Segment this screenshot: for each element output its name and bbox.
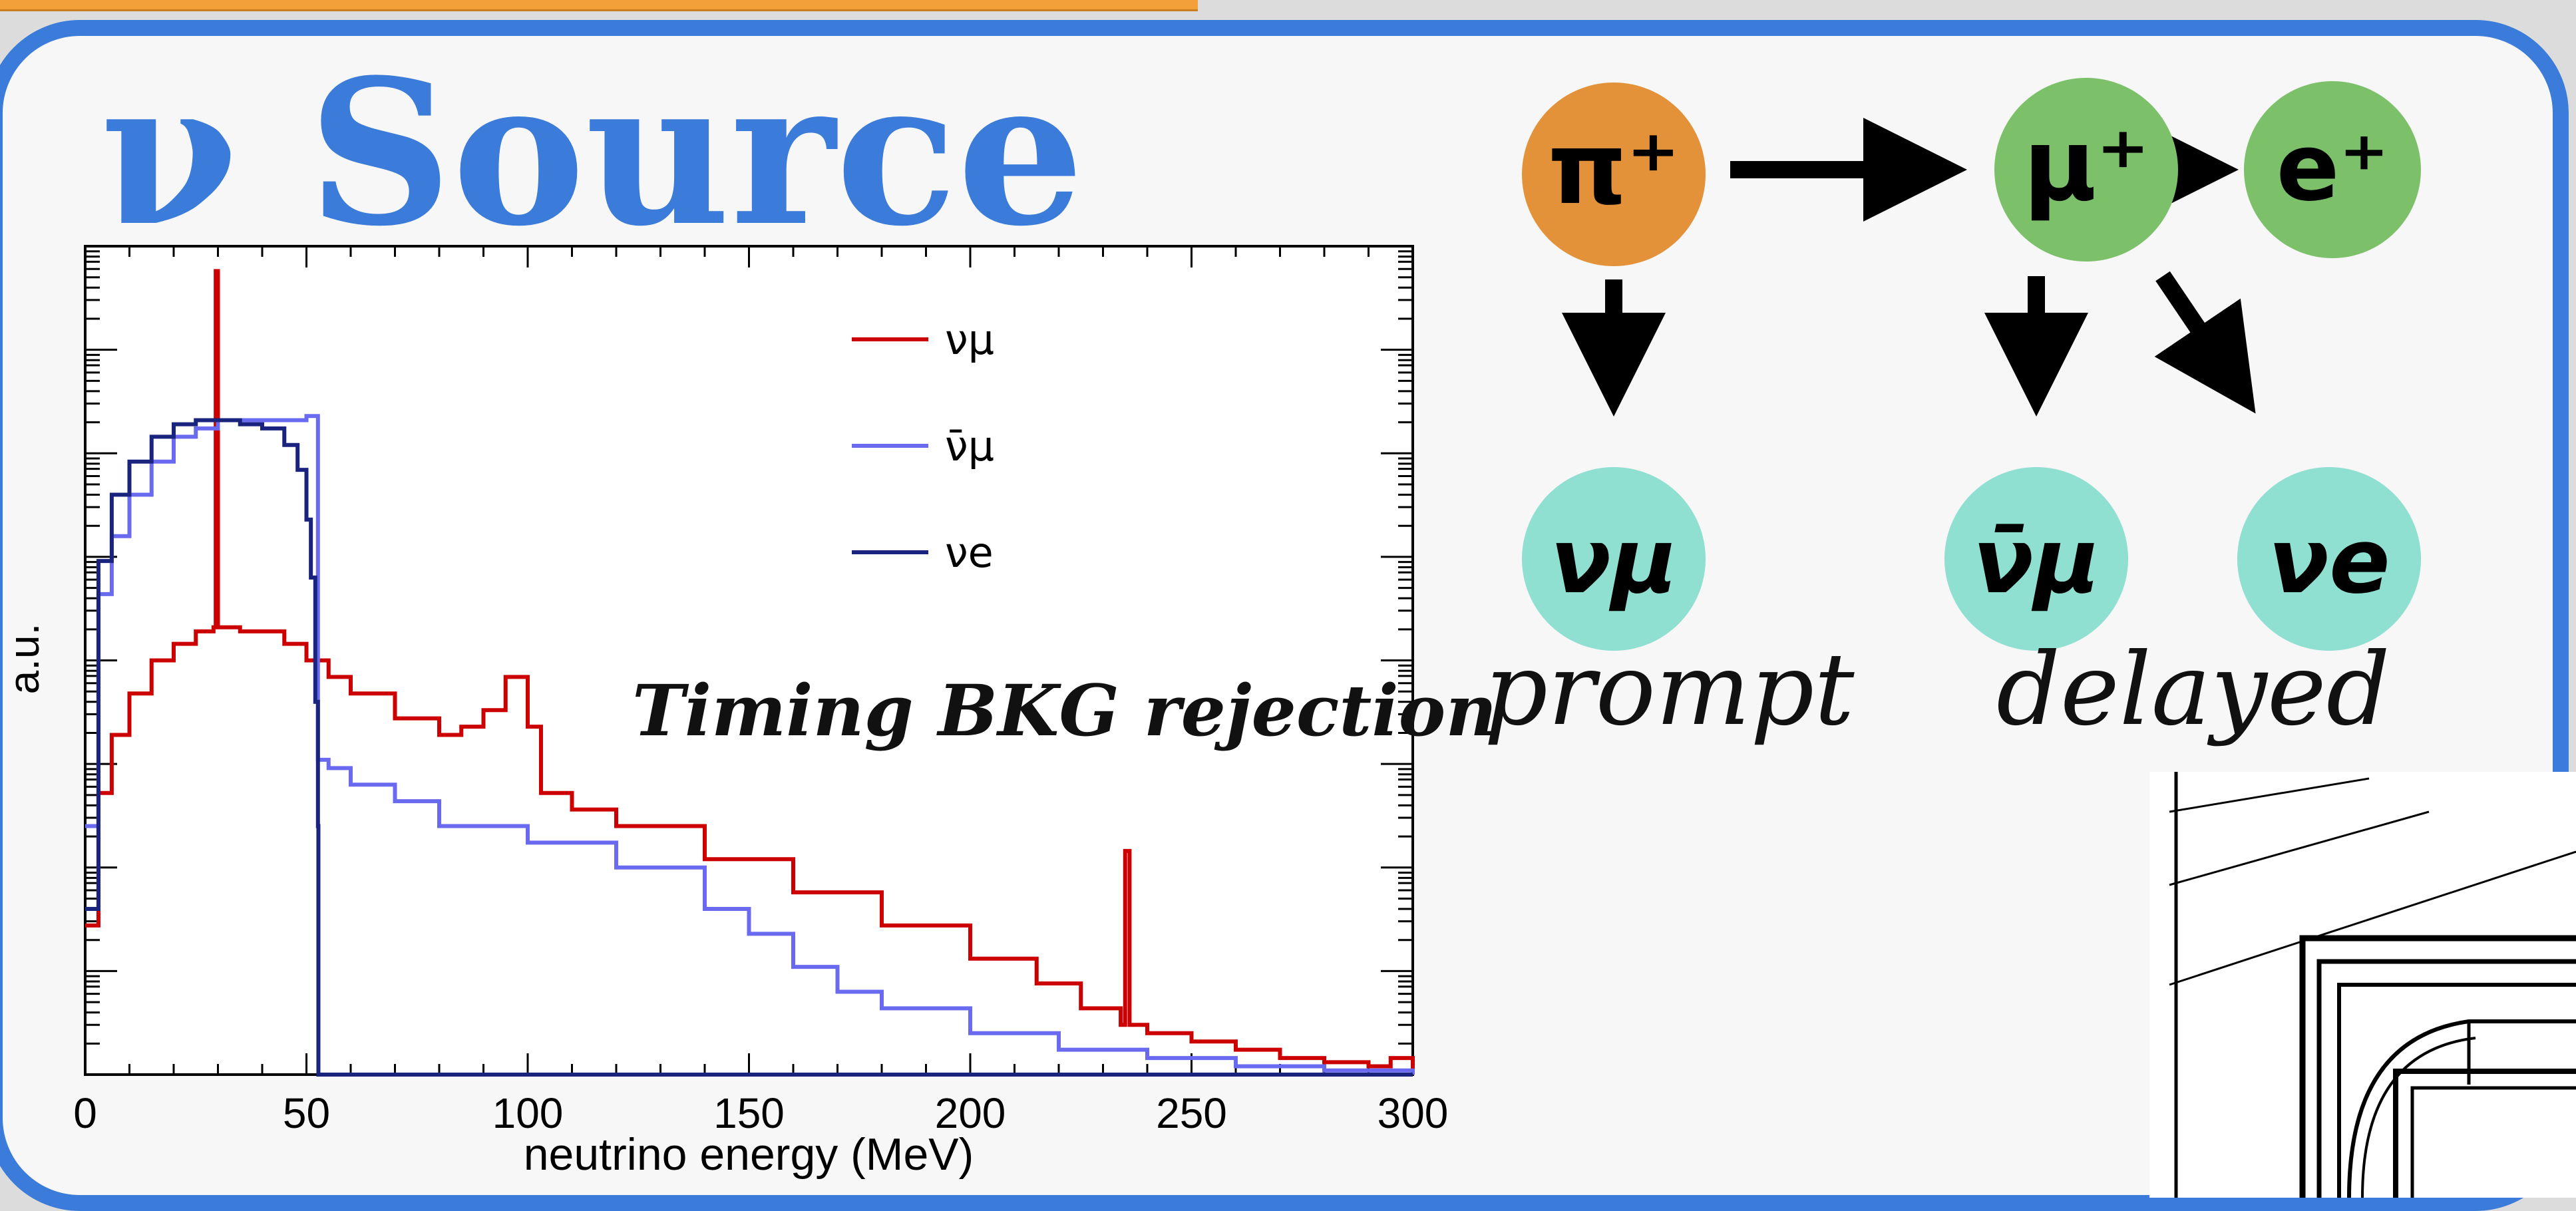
x-tick-label: 100 [492, 1089, 564, 1137]
x-tick-label: 300 [1378, 1089, 1449, 1137]
svg-text:νe: νe [2268, 509, 2390, 613]
detector-drawing [2149, 772, 2576, 1198]
x-tick-label: 250 [1156, 1089, 1227, 1137]
legend-label: νμ [945, 315, 994, 364]
detector-sketch [2149, 772, 2576, 1198]
y-ticks [85, 250, 1413, 1076]
numubar-delayed-node: ν̄μ [1944, 467, 2128, 651]
svg-text:ν̄μ: ν̄μ [1972, 509, 2100, 613]
timing-bkg-label: Timing BKG rejection [632, 669, 1497, 752]
x-ticks: 0 50 100 150 200 250 300 [73, 246, 1448, 1137]
series-line [85, 418, 1413, 1077]
prompt-label: prompt [1484, 632, 1855, 748]
svg-text:νμ: νμ [1550, 509, 1677, 613]
legend: νμ ν̄μ νe [852, 315, 994, 577]
slide-title: ν Source [100, 35, 1085, 270]
series-layer [85, 269, 1415, 1077]
delayed-label: delayed [1996, 632, 2390, 748]
positron-node: e⁺ [2244, 81, 2421, 258]
x-tick-label: 0 [73, 1089, 97, 1137]
x-axis-label: neutrino energy (MeV) [524, 1129, 974, 1180]
y-axis-label: a.u. [0, 623, 48, 695]
top-strip [0, 0, 1198, 11]
pion-node: π⁺ [1522, 83, 1706, 266]
svg-text:e⁺: e⁺ [2277, 114, 2389, 222]
legend-label: ν̄μ [945, 422, 994, 470]
legend-label: νe [945, 528, 994, 577]
nue-delayed-node: νe [2237, 467, 2421, 651]
series-line [85, 414, 1415, 1075]
x-tick-label: 50 [283, 1089, 330, 1137]
numu-prompt-node: νμ [1522, 467, 1706, 651]
muon-node: μ⁺ [1994, 78, 2178, 261]
series-line [85, 269, 1415, 1075]
x-tick-label: 200 [935, 1089, 1006, 1137]
svg-text:μ⁺: μ⁺ [2023, 108, 2149, 224]
arrow-muon-to-nue [2154, 271, 2256, 414]
svg-text:π⁺: π⁺ [1548, 111, 1680, 227]
x-tick-label: 150 [713, 1089, 785, 1137]
